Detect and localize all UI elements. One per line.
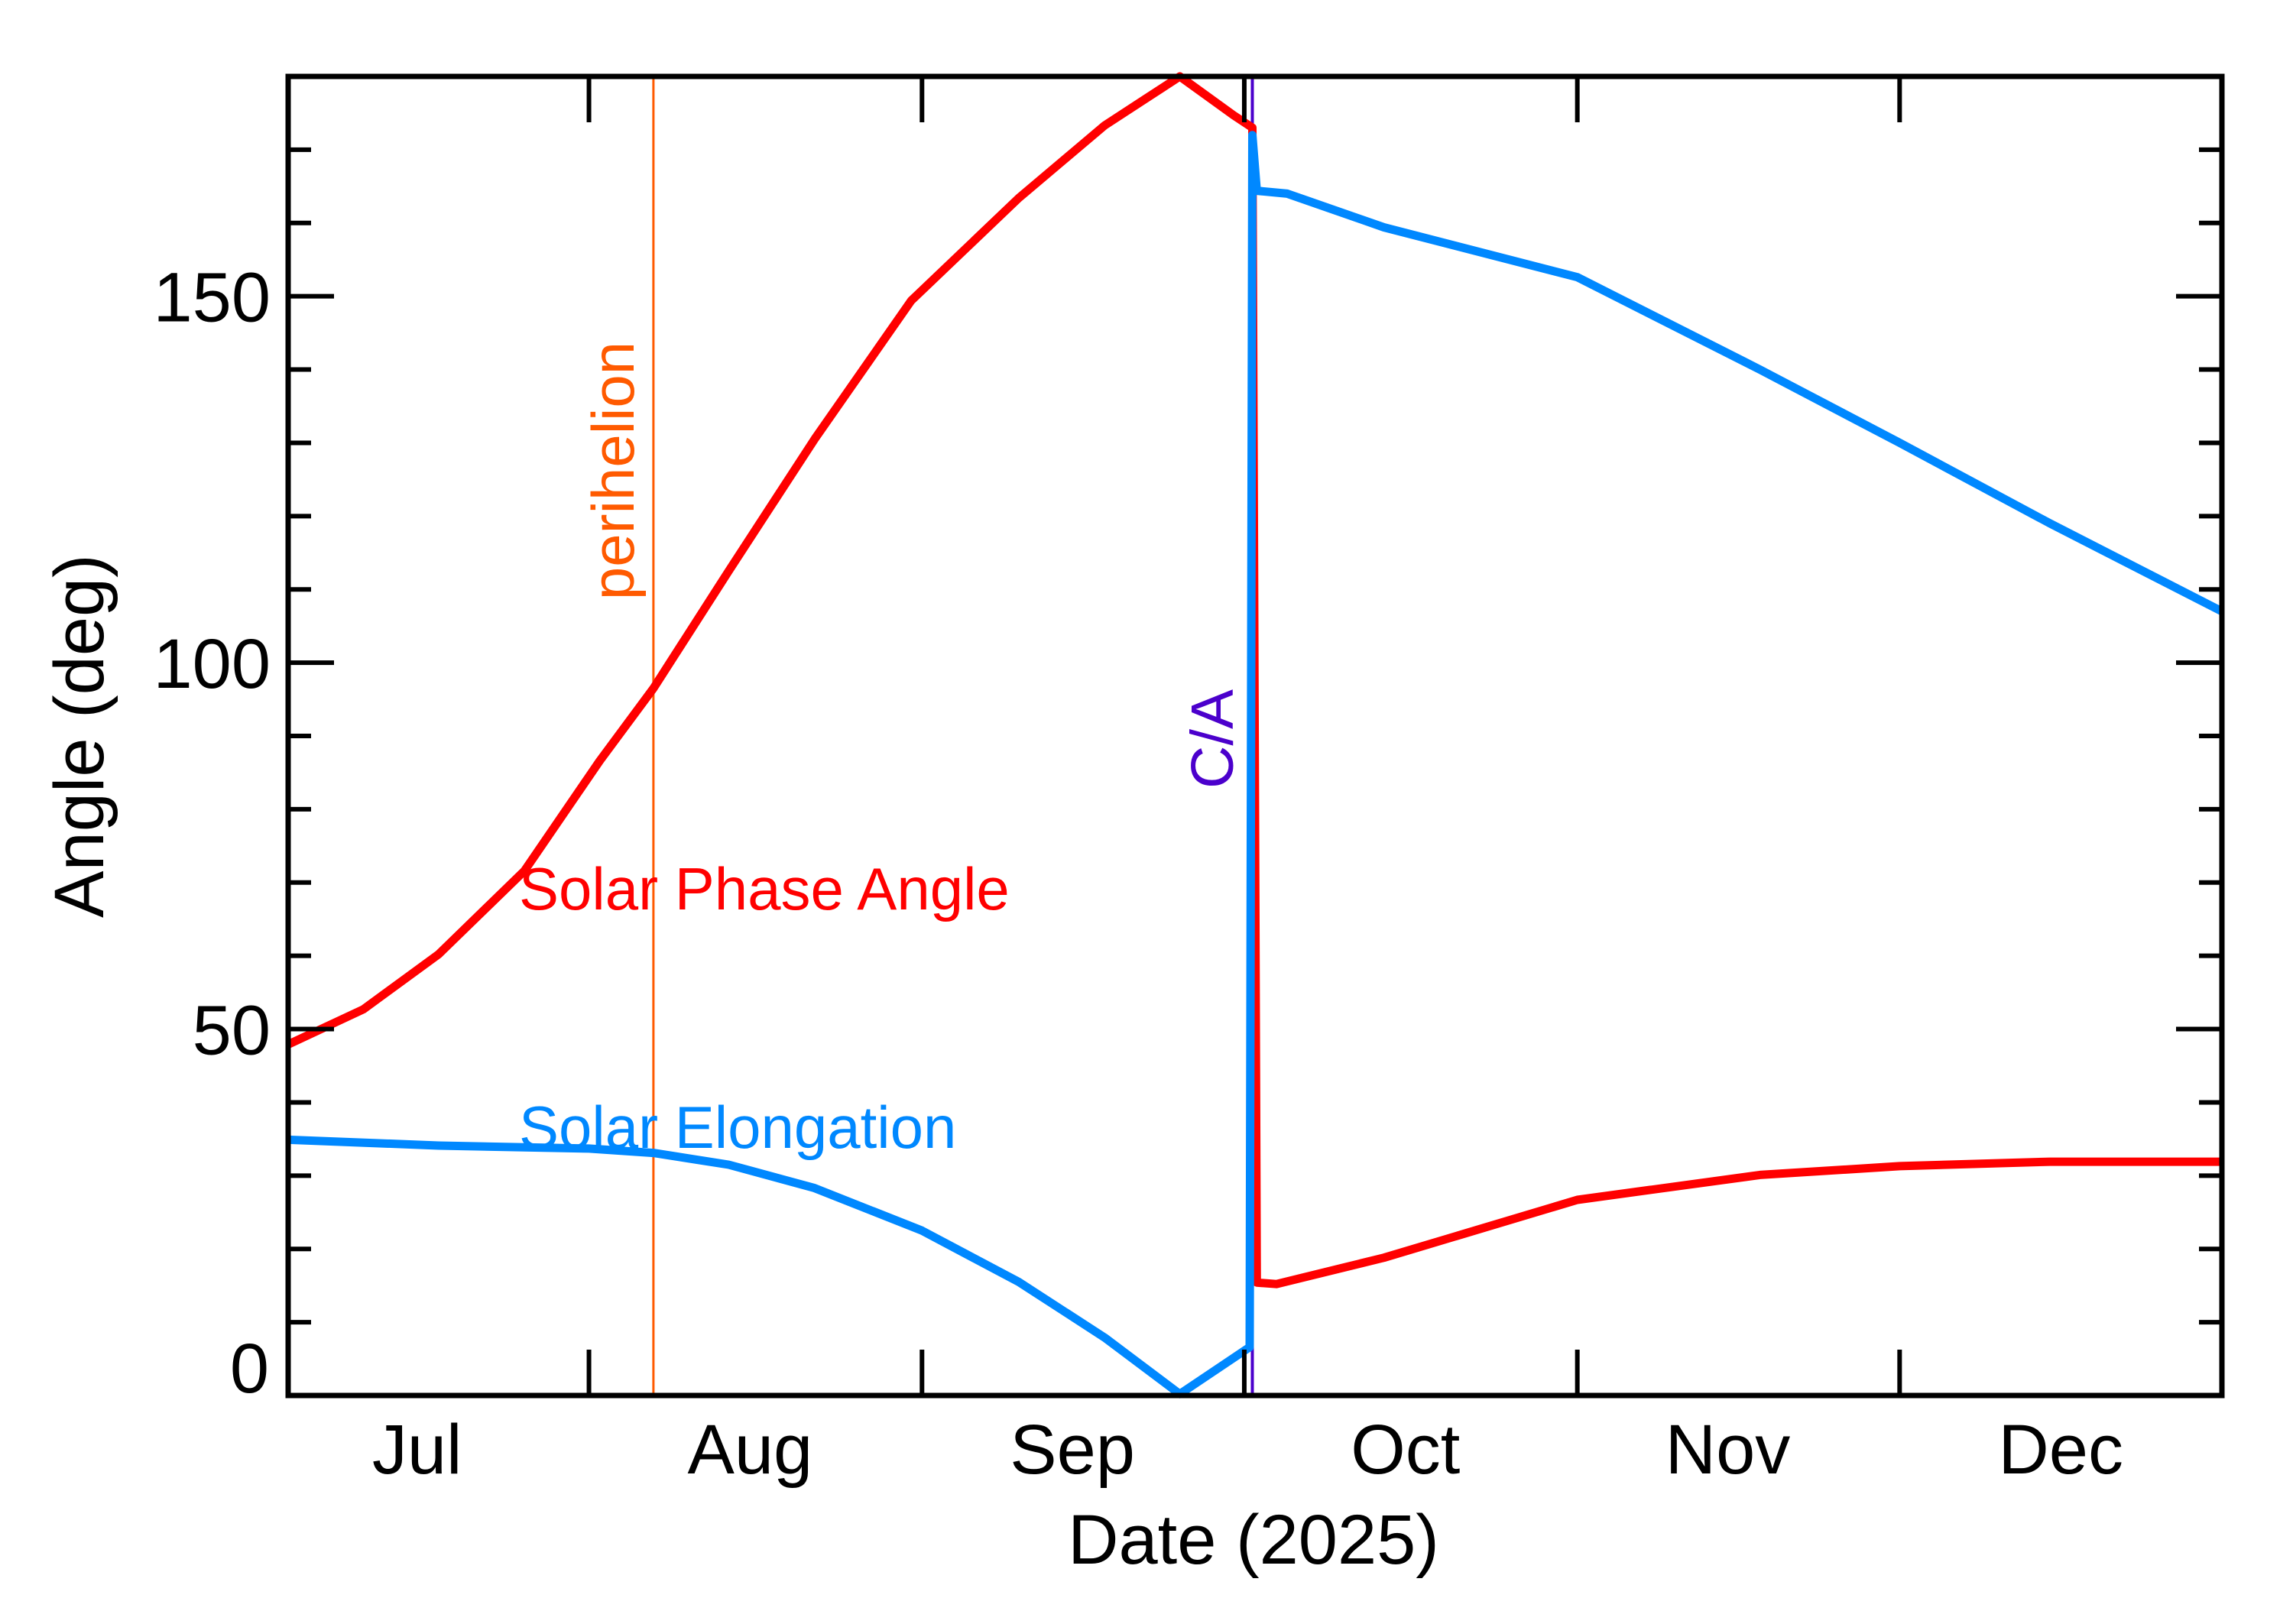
x-tick-label: Dec [1998, 1411, 2123, 1489]
series-line-phase-angle [286, 72, 2222, 1289]
perihelion-label: perihelion [579, 342, 647, 600]
x-tick-label: Aug [688, 1411, 813, 1489]
x-tick-label: Nov [1665, 1411, 1791, 1489]
tick-labels: Jul Aug Sep Oct Nov Dec 0 50 100 150 [154, 259, 2123, 1489]
x-tick-label: Sep [1010, 1411, 1135, 1489]
close-approach-label: C/A [1178, 689, 1245, 789]
y-tick-label: 50 [193, 992, 271, 1070]
x-tick-label: Jul [372, 1411, 462, 1489]
y-tick-label: 100 [154, 625, 271, 703]
x-axis-title: Date (2025) [1068, 1501, 1439, 1579]
y-tick-label: 0 [230, 1330, 269, 1408]
y-axis-title: Angle (deg) [41, 554, 118, 918]
series-line-elongation [287, 131, 2224, 1399]
series-label-elongation: Solar Elongation [519, 1094, 956, 1161]
event-markers [652, 76, 1254, 1395]
axis-ticks [288, 76, 2222, 1395]
y-tick-label: 150 [154, 259, 271, 337]
plot-frame [285, 73, 2225, 1399]
series-lines [286, 72, 2224, 1399]
series-label-phase-angle: Solar Phase Angle [519, 855, 1010, 922]
x-tick-label: Oct [1351, 1411, 1460, 1489]
